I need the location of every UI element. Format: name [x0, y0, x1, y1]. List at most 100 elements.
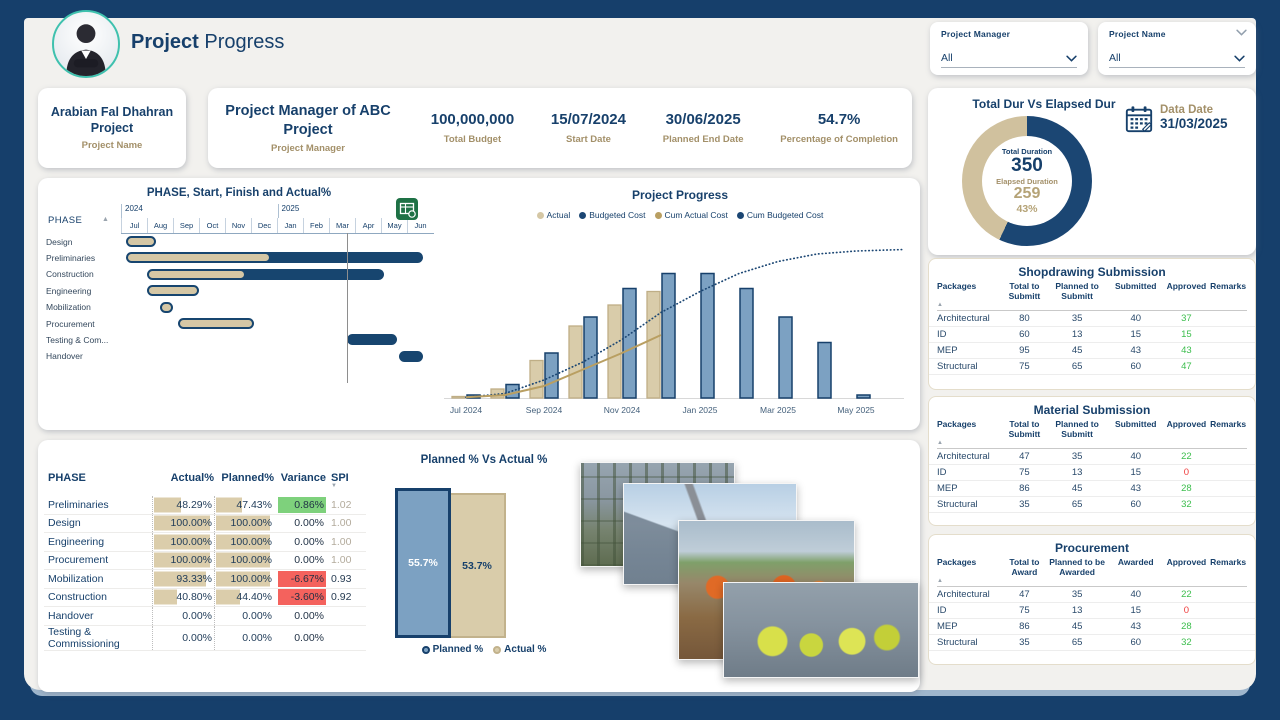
- gantt-bar: [126, 236, 157, 247]
- column-header[interactable]: Approved: [1166, 419, 1207, 429]
- phase-table-header: PHASE Actual% Planned% Variance SPI ▼: [44, 472, 366, 496]
- column-header[interactable]: Approved: [1166, 281, 1207, 291]
- cell-spi: 1.02: [331, 498, 352, 511]
- sort-descending-icon: ▼: [331, 483, 337, 489]
- cell-value: 65: [1071, 637, 1083, 649]
- cell-value: 60: [1130, 637, 1142, 649]
- gantt-row-label: Preliminaries: [46, 252, 96, 263]
- data-bar: [154, 552, 210, 568]
- cell-spi: [326, 607, 360, 625]
- data-bar: [216, 534, 270, 550]
- cell-variance: 0.00%: [274, 552, 326, 570]
- cell-value: 75: [1019, 605, 1030, 617]
- elapsed-duration-value: 259: [1013, 185, 1041, 203]
- table-row: Architectural 47 35 40 22: [929, 587, 1255, 604]
- cell-planned: 100.00%: [214, 551, 274, 569]
- bar-actual: [568, 325, 583, 399]
- table-title: Procurement: [1054, 541, 1130, 555]
- legend-item: Planned %: [421, 644, 483, 655]
- data-date: Data Date 31/03/2025: [1124, 104, 1228, 134]
- cell-spi: [326, 626, 360, 650]
- gantt-row-label: Construction: [46, 269, 94, 280]
- sort-ascending-icon[interactable]: ▲: [937, 440, 943, 447]
- cell-value: 35: [1071, 589, 1083, 601]
- cell-value: 47.43%: [236, 498, 272, 511]
- column-header[interactable]: Packages: [937, 557, 977, 567]
- dropdown-value: All: [1109, 52, 1121, 64]
- gantt-row-label: Mobilization: [46, 302, 91, 313]
- cell-phase: Engineering: [48, 535, 105, 548]
- cell-value: 45: [1071, 483, 1083, 495]
- gantt-axis-label: PHASE: [48, 215, 83, 226]
- phase-row: Mobilization 93.33% 100.00% -6.67% 0.93: [44, 570, 366, 589]
- cell-value: 13: [1071, 605, 1083, 617]
- cell-actual: 40.80%: [152, 588, 214, 606]
- sort-ascending-icon[interactable]: ▲: [937, 578, 943, 585]
- gantt-chart: PHASE, Start, Finish and Actual% PHASE ▲…: [38, 178, 440, 430]
- column-header[interactable]: SPI ▼: [326, 472, 360, 489]
- cell-actual: 100.00%: [152, 533, 214, 551]
- sort-ascending-icon[interactable]: ▲: [937, 302, 943, 309]
- phase-row: Handover 0.00% 0.00% 0.00%: [44, 607, 366, 626]
- column-header[interactable]: Total to Submitt: [1008, 281, 1041, 301]
- phase-row: Construction 40.80% 44.40% -3.60% 0.92: [44, 588, 366, 607]
- project-name-dropdown[interactable]: All: [1109, 49, 1245, 68]
- column-header[interactable]: Packages: [937, 281, 977, 291]
- cell-value: 43: [1181, 345, 1192, 357]
- elapsed-duration-label: Elapsed Duration: [996, 177, 1058, 187]
- column-header[interactable]: Actual%: [170, 472, 214, 484]
- data-bar: [154, 571, 207, 587]
- cell-value: 0.00%: [182, 631, 212, 644]
- collapse-chevron-icon[interactable]: [1236, 29, 1247, 36]
- column-header[interactable]: Submitted: [1114, 281, 1157, 291]
- column-header[interactable]: Packages: [937, 419, 977, 429]
- column-header[interactable]: Total to Award: [1009, 557, 1040, 577]
- gantt-bar: [178, 318, 254, 329]
- bar-budgeted: [778, 316, 793, 399]
- cell-planned: 44.40%: [214, 588, 274, 606]
- bar-budgeted: [817, 341, 832, 399]
- cell-value: 35: [1071, 313, 1083, 325]
- cell-package: Structural: [937, 499, 978, 511]
- column-header[interactable]: Awarded: [1117, 557, 1154, 567]
- column-header[interactable]: Planned to be Awarded: [1049, 557, 1105, 577]
- column-header[interactable]: PHASE: [48, 472, 86, 484]
- column-header[interactable]: Planned to Submitt: [1055, 419, 1099, 439]
- cell-package: ID: [937, 467, 947, 479]
- legend-dot: [493, 645, 502, 654]
- column-header[interactable]: Remarks: [1210, 419, 1247, 429]
- export-table-icon[interactable]: [396, 198, 418, 220]
- column-header[interactable]: Planned to Submitt: [1055, 281, 1099, 301]
- column-header[interactable]: Remarks: [1210, 281, 1247, 291]
- phase-row: Design 100.00% 100.00% 0.00% 1.00: [44, 514, 366, 533]
- column-header[interactable]: Submitted: [1114, 419, 1157, 429]
- cell-value: 35: [1019, 499, 1030, 511]
- kpi-value: 30/06/2025: [665, 111, 741, 129]
- gantt-bar-progress: [149, 287, 197, 295]
- cell-package: Structural: [937, 361, 978, 373]
- column-header[interactable]: Variance: [280, 472, 326, 484]
- bar-budgeted: [661, 272, 676, 399]
- bar-actual: [490, 388, 505, 399]
- column-header[interactable]: Approved: [1166, 557, 1207, 567]
- project-manager-dropdown[interactable]: All: [941, 49, 1077, 68]
- kpi-project-manager: Project Manager of ABC Project Project M…: [222, 102, 394, 153]
- legend-item: Actual %: [493, 644, 546, 655]
- cell-value: 60: [1130, 361, 1142, 373]
- cell-value: 100.00%: [230, 517, 272, 530]
- column-header[interactable]: Planned%: [221, 472, 274, 484]
- variance-value: 0.86%: [278, 496, 326, 513]
- column-header[interactable]: Remarks: [1210, 557, 1247, 567]
- column-header[interactable]: Total to Submitt: [1008, 419, 1041, 439]
- variance-value: 0.00%: [294, 554, 324, 567]
- cell-package: Architectural: [937, 589, 990, 601]
- legend-item: Cum Actual Cost: [654, 210, 728, 220]
- title-secondary: Progress: [204, 31, 285, 53]
- cell-planned: 100.00%: [214, 533, 274, 551]
- sort-ascending-icon[interactable]: ▲: [102, 216, 109, 223]
- progress-chart-legend: Actual Budgeted Cost Cum Actual Cost Cum Bu…: [440, 210, 920, 220]
- duration-donut-chart: Total Duration 350 Elapsed Duration 259 …: [962, 116, 1092, 246]
- legend-label: Actual %: [504, 644, 547, 655]
- bar-budgeted: [856, 394, 871, 399]
- dropdown-value: All: [941, 52, 953, 64]
